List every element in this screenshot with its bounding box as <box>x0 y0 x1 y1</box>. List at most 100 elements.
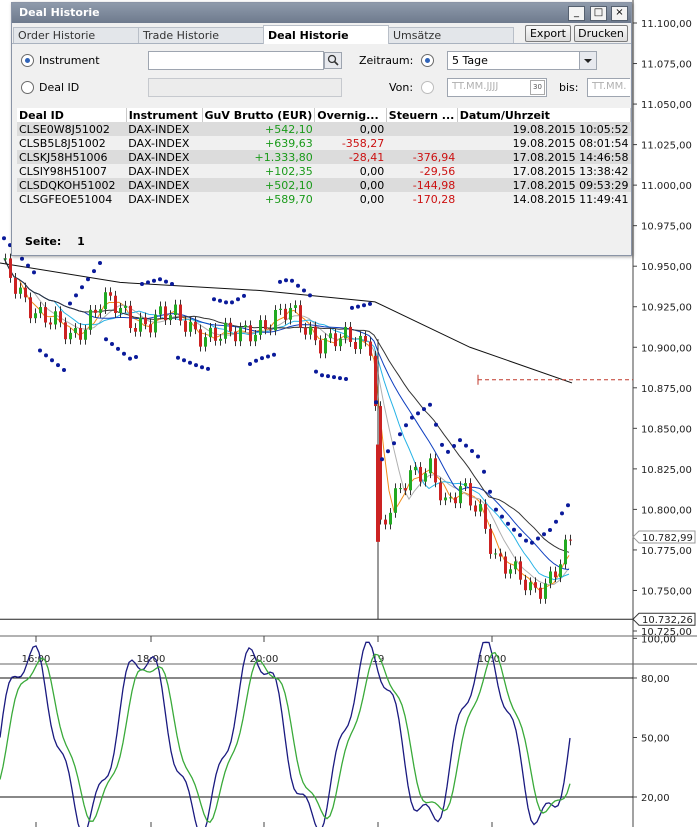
sar-dot <box>188 360 192 365</box>
sar-dot <box>566 503 570 508</box>
close-icon[interactable]: × <box>611 6 628 21</box>
search-icon[interactable] <box>324 52 342 69</box>
sar-dot <box>500 514 504 519</box>
sar-dot <box>350 305 354 310</box>
table-row[interactable]: CLSDQKOH51002 DAX-INDEX +502,10 0,00 -14… <box>17 178 631 192</box>
table-row[interactable]: CLSGFEOE51004 DAX-INDEX +589,70 0,00 -17… <box>17 192 631 206</box>
stochastic-d-line <box>0 651 571 824</box>
cell-overnight: -28,41 <box>314 150 387 164</box>
print-button[interactable]: Drucken <box>574 25 628 42</box>
table-row[interactable]: CLSE0W8J51002 DAX-INDEX +542,10 0,00 19.… <box>17 122 631 136</box>
last-price-label: 10.782,99 <box>642 533 693 544</box>
candle-body <box>274 309 277 331</box>
sar-dot <box>506 521 510 526</box>
candle-body <box>379 406 382 520</box>
candle-body <box>94 309 97 313</box>
candle-body <box>484 504 487 529</box>
candle-body <box>469 483 472 506</box>
sar-dot <box>194 363 198 368</box>
sar-dot <box>98 261 102 265</box>
candle-body <box>244 325 247 328</box>
instrument-input[interactable] <box>148 51 324 70</box>
cell-overnight: 0,00 <box>314 178 387 192</box>
low-price-label: 10.732,26 <box>642 615 693 626</box>
sar-dot <box>452 444 456 448</box>
x-tick-label: 18:00 <box>137 654 166 665</box>
deal-id-input[interactable] <box>148 78 342 97</box>
stoch-y-label: 50,00 <box>641 734 670 745</box>
tab-trade-historie[interactable]: Trade Historie <box>138 27 264 43</box>
sar-dot <box>422 407 426 412</box>
chevron-down-icon[interactable] <box>579 52 596 69</box>
sar-dot <box>482 469 486 474</box>
sar-dot <box>68 301 72 306</box>
column-header-overnight[interactable]: Overnig... <box>314 108 387 122</box>
tab-order-historie[interactable]: Order Historie <box>13 27 139 43</box>
sar-dot <box>116 346 120 351</box>
tab-bar: Order Historie Trade Historie Deal Histo… <box>12 25 631 44</box>
table-row[interactable]: CLSKJ58H51006 DAX-INDEX +1.333,80 -28,41… <box>17 150 631 164</box>
column-header-guv[interactable]: GuV Brutto (EUR) <box>202 108 316 122</box>
candle-body <box>24 287 27 298</box>
calendar-icon[interactable]: 30 <box>530 80 545 95</box>
deal-id-radio[interactable] <box>21 81 34 94</box>
page-number[interactable]: 1 <box>77 235 85 248</box>
column-header-datum[interactable]: Datum/Uhrzeit <box>457 108 632 122</box>
export-button[interactable]: Export <box>525 25 571 42</box>
candle-body <box>359 335 362 350</box>
y-tick-label: 10.775,00 <box>641 546 692 557</box>
moving-average-long <box>0 262 573 384</box>
candle-body <box>264 320 267 330</box>
bis-date-input[interactable]: TT.MM. <box>587 78 630 97</box>
sar-dot <box>242 293 246 298</box>
candle-body <box>104 292 107 310</box>
von-date-placeholder: TT.MM.JJJJ <box>452 81 499 92</box>
table-row[interactable]: CLSIY98H51007 DAX-INDEX +102,35 0,00 -29… <box>17 164 631 178</box>
tab-umsaetze[interactable]: Umsätze <box>388 27 514 43</box>
candle-body <box>184 320 187 332</box>
maximize-icon[interactable]: □ <box>590 6 607 21</box>
window-titlebar[interactable]: Deal Historie _ □ × <box>12 3 631 23</box>
date-range-radio[interactable] <box>421 81 434 94</box>
candle-body <box>559 564 562 578</box>
candle-body <box>59 311 62 323</box>
candle-body <box>544 583 547 599</box>
minimize-icon[interactable]: _ <box>568 6 585 21</box>
low-price-tag <box>632 612 696 626</box>
candle-body <box>74 327 77 333</box>
sar-dot <box>272 352 276 357</box>
zeitraum-select[interactable]: 5 Tage <box>447 51 597 70</box>
x-tick-label: 20:00 <box>250 654 279 665</box>
candle-body <box>159 306 162 315</box>
candle-body <box>539 587 542 599</box>
instrument-radio[interactable] <box>21 54 34 67</box>
cell-datum: 19.08.2015 10:05:52 <box>457 122 631 136</box>
tab-deal-historie[interactable]: Deal Historie <box>263 25 389 44</box>
cell-overnight: 0,00 <box>314 164 387 178</box>
candle-body <box>394 488 397 513</box>
column-header-instrument[interactable]: Instrument <box>126 108 203 122</box>
deal-history-window[interactable]: Deal Historie _ □ × Order Historie Trade… <box>11 2 632 256</box>
candle-body <box>54 311 57 325</box>
column-header-deal-id[interactable]: Deal ID <box>17 108 127 122</box>
sar-dot <box>308 293 312 298</box>
sar-dot <box>134 355 138 359</box>
table-row[interactable]: CLSB5L8J51002 DAX-INDEX +639,63 -358,27 … <box>17 136 631 150</box>
candle-body <box>419 466 422 482</box>
y-tick-label: 10.900,00 <box>641 343 692 354</box>
candle-body <box>334 333 337 347</box>
von-date-input[interactable]: TT.MM.JJJJ 30 <box>447 78 547 97</box>
instrument-label: Instrument <box>39 54 100 67</box>
sar-dot <box>524 538 528 543</box>
deal-table: Deal ID Instrument GuV Brutto (EUR) Over… <box>17 108 632 206</box>
candle-body <box>399 488 402 490</box>
cell-steuern <box>386 136 458 150</box>
sar-dot <box>236 297 240 302</box>
candle-body <box>189 321 192 332</box>
column-header-steuern[interactable]: Steuern ... <box>386 108 458 122</box>
sar-dot <box>248 362 252 366</box>
candle-body <box>514 561 517 570</box>
zeitraum-radio[interactable] <box>421 54 434 67</box>
bis-label: bis: <box>559 81 579 94</box>
